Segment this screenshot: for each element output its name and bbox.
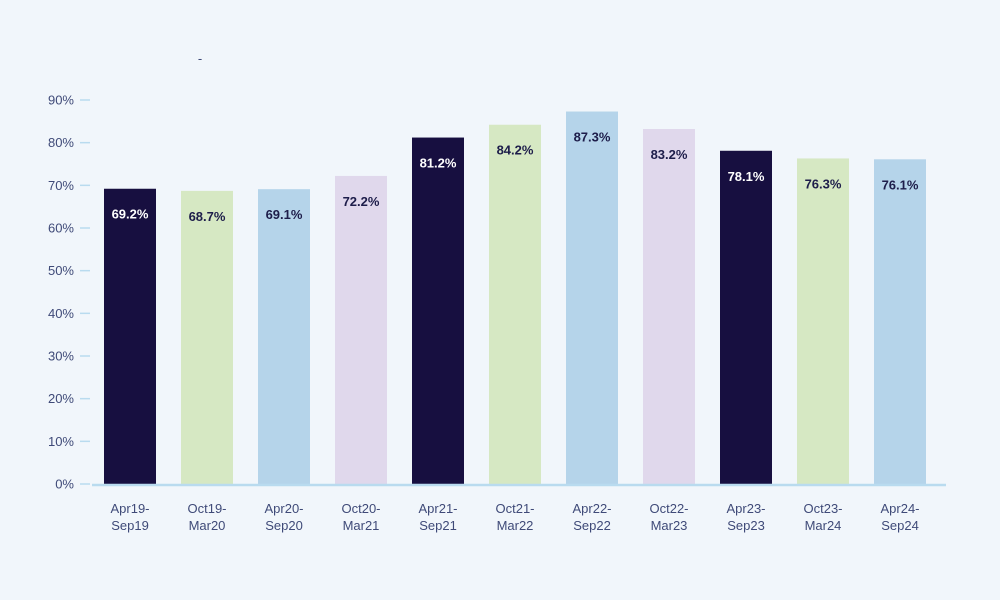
data-label: 69.2% [112, 207, 149, 222]
data-label: 72.2% [343, 194, 380, 209]
bar [412, 137, 464, 484]
x-tick-label: Oct19-Mar20 [187, 501, 226, 533]
bar [258, 189, 310, 484]
bars-group: 69.2% 68.7% 69.1% 72.2% 81.2% 84.2% 87.3% 83.2%… [104, 111, 926, 485]
y-tick-label: 0% [55, 477, 74, 492]
y-tick-label: 70% [48, 178, 74, 193]
bar [335, 175, 387, 485]
bar [566, 111, 618, 485]
x-tick-label: Oct22-Mar23 [649, 501, 688, 533]
y-tick-label: 40% [48, 306, 74, 321]
bar [489, 124, 541, 484]
x-tick-label: Apr21-Sep21 [418, 501, 457, 533]
bar [104, 188, 156, 484]
x-tick-label: Apr24-Sep24 [880, 501, 919, 533]
x-tick-label: Apr23-Sep23 [726, 501, 765, 533]
y-tick-label: 90% [48, 93, 74, 108]
data-label: 83.2% [651, 147, 688, 162]
y-tick-label: 50% [48, 263, 74, 278]
y-tick-label: 20% [48, 391, 74, 406]
x-axis: Apr19-Sep19 Oct19-Mar20 Apr20-Sep20 Oct20-M… [92, 483, 946, 533]
data-label: 84.2% [497, 143, 534, 158]
x-tick-label: Oct20-Mar21 [341, 501, 380, 533]
bar [643, 129, 695, 484]
y-tick-label: 30% [48, 349, 74, 364]
bar [797, 158, 849, 484]
y-tick-label: 60% [48, 221, 74, 236]
bar [874, 159, 926, 484]
data-label: 81.2% [420, 156, 457, 171]
y-axis: 0% 10% 20% 30% 40% 50% 60% 70% 80% 90% [48, 93, 90, 492]
x-tick-label: Apr22-Sep22 [572, 501, 611, 533]
x-tick-label: Oct23-Mar24 [803, 501, 842, 533]
data-label: 87.3% [574, 130, 611, 145]
y-tick-label: 10% [48, 434, 74, 449]
x-tick-label: Apr20-Sep20 [264, 501, 303, 533]
data-label: 76.3% [805, 176, 842, 191]
data-label: 78.1% [728, 169, 765, 184]
bar [720, 150, 772, 485]
y-tick-label: 80% [48, 135, 74, 150]
data-label: 69.1% [266, 207, 303, 222]
x-tick-label: Oct21-Mar22 [495, 501, 534, 533]
data-label: 68.7% [189, 209, 226, 224]
data-label: 76.1% [882, 177, 919, 192]
bar [181, 190, 233, 484]
stray-mark: - [198, 51, 202, 66]
x-tick-label: Apr19-Sep19 [110, 501, 149, 533]
